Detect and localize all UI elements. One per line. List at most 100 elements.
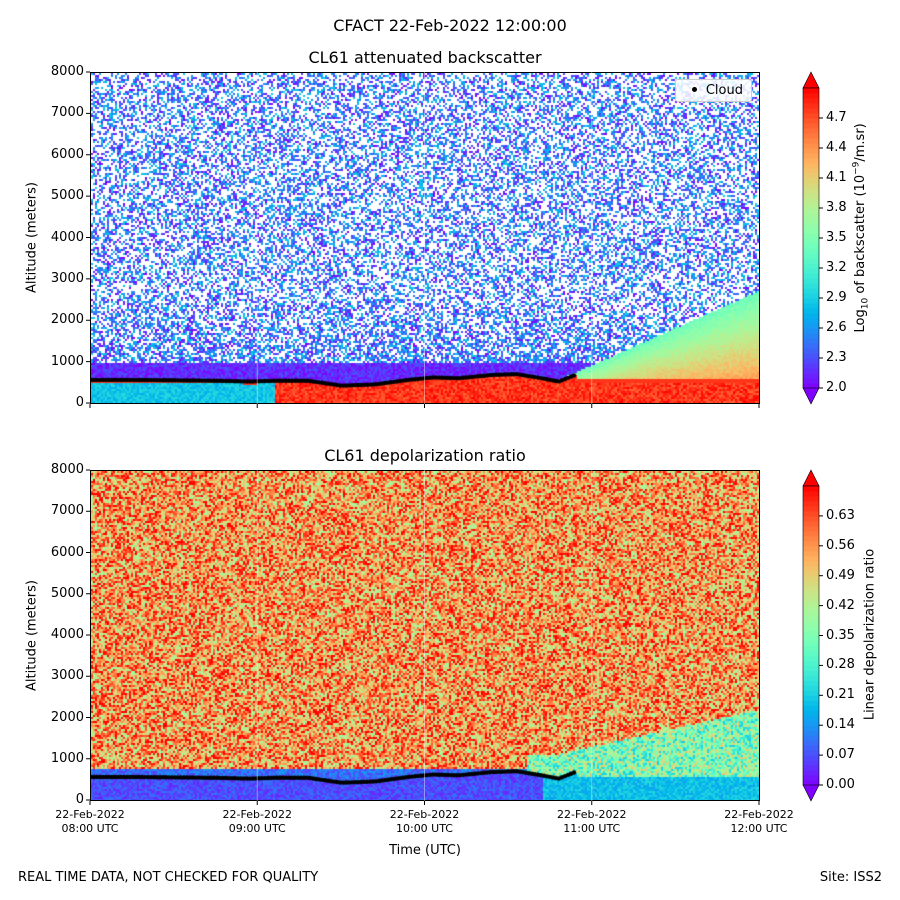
colorbar-segment <box>803 690 819 696</box>
colorbar-segment <box>803 328 819 334</box>
quality-notice: REAL TIME DATA, NOT CHECKED FOR QUALITY <box>18 870 319 885</box>
colorbar-segment <box>803 540 819 547</box>
colorbar-tick-label: 4.7 <box>826 110 847 125</box>
x-tick-label: 22-Feb-2022 08:00 UTC <box>55 808 125 835</box>
colorbar-segment <box>803 193 819 199</box>
colorbar-tick-label: 3.5 <box>826 230 847 245</box>
colorbar-segment <box>803 590 819 597</box>
colorbar-segment <box>803 238 819 244</box>
legend: Cloud <box>674 79 752 102</box>
colorbar-segment <box>803 273 819 279</box>
colorbar-segment <box>803 133 819 139</box>
colorbar-tick-label: 2.3 <box>826 350 847 365</box>
cloud-marker-icon <box>691 87 697 92</box>
colorbar-min-extend <box>802 784 820 802</box>
colorbar-segment <box>803 113 819 119</box>
colorbar-segment <box>803 158 819 164</box>
colorbar-segment <box>803 545 819 552</box>
colorbar-segment <box>803 530 819 537</box>
colorbar-max-extend <box>802 71 820 89</box>
colorbar-segment <box>803 600 819 607</box>
y-tick-label: 0 <box>75 395 84 410</box>
colorbar-segment <box>803 258 819 264</box>
colorbar-tick-label: 4.1 <box>826 170 847 185</box>
colorbar-segment <box>803 338 819 344</box>
colorbar-segment <box>803 490 819 497</box>
backscatter-ylabel: Altitude (meters) <box>24 182 40 293</box>
colorbar-tick-label: 2.9 <box>826 290 847 305</box>
colorbar-segment <box>803 515 819 522</box>
colorbar-segment <box>803 730 819 736</box>
y-tick-label: 5000 <box>50 188 84 204</box>
colorbar-segment <box>803 93 819 99</box>
backscatter-heatmap <box>91 73 759 403</box>
y-tick-label: 6000 <box>50 544 84 560</box>
colorbar-segment <box>803 765 819 771</box>
colorbar-tick-label: 0.35 <box>826 627 855 643</box>
colorbar-segment <box>803 550 819 557</box>
x-tick-label: 22-Feb-2022 10:00 UTC <box>389 808 460 835</box>
colorbar-frame <box>802 87 820 389</box>
colorbar-segment <box>803 268 819 274</box>
y-tick-label: 4000 <box>50 229 84 245</box>
depolarization-ylabel: Altitude (meters) <box>24 580 40 691</box>
colorbar-segment <box>803 358 819 364</box>
colorbar-frame <box>802 485 820 786</box>
site-label: Site: ISS2 <box>819 870 882 885</box>
colorbar-tick-label: 0.07 <box>826 747 855 763</box>
colorbar-tick-label: 0.49 <box>826 567 855 583</box>
colorbar-segment <box>803 323 819 329</box>
colorbar-segment <box>803 565 819 572</box>
y-tick-label: 3000 <box>50 270 84 286</box>
colorbar-segment <box>803 710 819 716</box>
colorbar-segment <box>803 228 819 234</box>
colorbar-segment <box>803 605 819 612</box>
y-tick-label: 4000 <box>50 627 84 642</box>
colorbar-segment <box>803 750 819 756</box>
colorbar-segment <box>803 585 819 592</box>
colorbar-segment <box>803 178 819 184</box>
colorbar-segment <box>803 580 819 587</box>
colorbar-segment <box>803 715 819 721</box>
colorbar-min-extend <box>802 387 820 405</box>
colorbar-segment <box>803 98 819 104</box>
colorbar-tick-label: 0.63 <box>826 507 855 523</box>
colorbar-tick-label: 0.21 <box>826 687 855 703</box>
colorbar-segment <box>803 675 819 681</box>
y-tick-label: 3000 <box>50 668 84 684</box>
colorbar-segment <box>803 615 819 622</box>
colorbar-segment <box>803 118 819 124</box>
colorbar-segment <box>803 770 819 776</box>
colorbar-segment <box>803 510 819 517</box>
colorbar-segment <box>803 173 819 179</box>
y-tick-label: 1000 <box>50 750 84 766</box>
colorbar-segment <box>803 760 819 766</box>
colorbar-segment <box>803 505 819 512</box>
y-tick-label: 2000 <box>50 709 84 725</box>
colorbar-segment <box>803 368 819 374</box>
depolarization-heatmap <box>91 471 759 800</box>
colorbar-segment <box>803 595 819 602</box>
colorbar-segment <box>803 520 819 527</box>
colorbar-segment <box>803 253 819 259</box>
colorbar-segment <box>803 108 819 114</box>
colorbar-segment <box>803 123 819 129</box>
colorbar-segment <box>803 500 819 507</box>
colorbar-segment <box>803 313 819 319</box>
colorbar-segment <box>803 188 819 194</box>
colorbar-segment <box>803 650 819 656</box>
colorbar-segment <box>803 560 819 567</box>
colorbar-segment <box>803 103 819 109</box>
colorbar-segment <box>803 705 819 711</box>
y-tick-label: 6000 <box>50 146 84 162</box>
colorbar-tick-label: 0.00 <box>826 777 855 792</box>
colorbar-segment <box>803 308 819 314</box>
colorbar-segment <box>803 213 819 219</box>
colorbar-segment <box>803 695 819 701</box>
backscatter-plot: Cloud <box>90 72 760 404</box>
depolarization-colorbar-label: Linear depolarization ratio <box>862 548 878 721</box>
colorbar-segment <box>803 495 819 502</box>
x-axis-label: Time (UTC) <box>389 843 461 858</box>
colorbar-segment <box>803 153 819 159</box>
y-tick-label: 7000 <box>50 105 84 121</box>
